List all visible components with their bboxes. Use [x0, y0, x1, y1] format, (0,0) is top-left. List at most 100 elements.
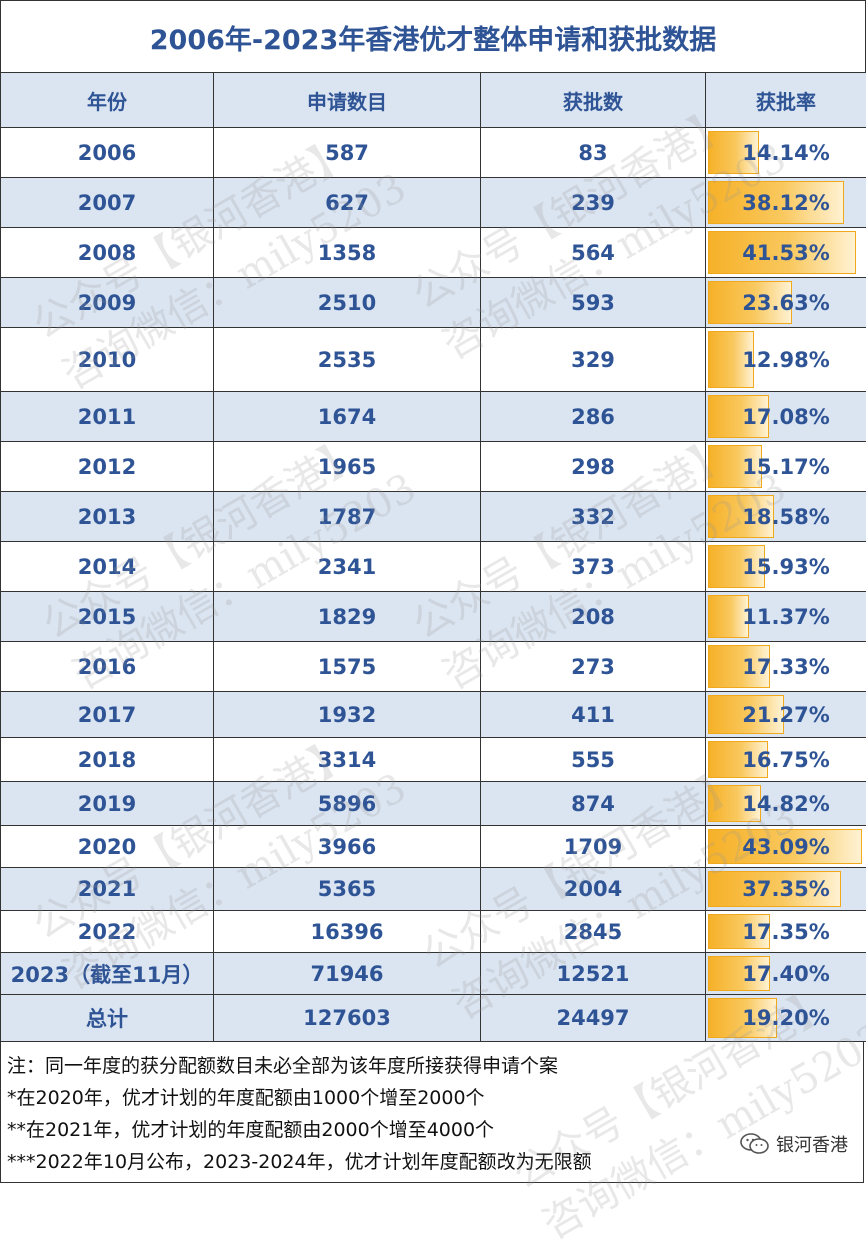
- notes-section: 注：同一年度的获分配额数目未必全部为该年度所接获得申请个案 *在2020年，优才…: [0, 1042, 864, 1183]
- header-row: 年份 申请数目 获批数 获批率: [1, 73, 866, 128]
- applications-cell: 2341: [214, 542, 481, 592]
- rate-value: 18.58%: [742, 505, 829, 529]
- note-line: 注：同一年度的获分配额数目未必全部为该年度所接获得申请个案: [7, 1050, 863, 1082]
- year-cell: 2019: [1, 782, 214, 826]
- rate-value: 15.17%: [742, 455, 829, 479]
- approved-cell: 239: [481, 178, 706, 228]
- rate-cell: 19.20%: [706, 995, 866, 1042]
- note-line: **在2021年，优才计划的年度配额由2000个增至4000个: [7, 1114, 863, 1146]
- rate-value: 21.27%: [742, 703, 829, 727]
- rate-cell: 43.09%: [706, 826, 866, 868]
- applications-cell: 1358: [214, 228, 481, 278]
- rate-cell: 11.37%: [706, 592, 866, 642]
- year-cell: 2017: [1, 692, 214, 738]
- rate-cell: 17.08%: [706, 392, 866, 442]
- year-cell: 2023（截至11月）: [1, 953, 214, 995]
- year-cell: 2016: [1, 642, 214, 692]
- applications-cell: 2535: [214, 328, 481, 392]
- approved-cell: 593: [481, 278, 706, 328]
- year-cell: 2008: [1, 228, 214, 278]
- applications-cell: 3314: [214, 738, 481, 782]
- rate-value: 38.12%: [742, 191, 829, 215]
- note-line: ***2022年10月公布，2023-2024年，优才计划年度配额改为无限额: [7, 1146, 863, 1178]
- rate-value: 12.98%: [742, 348, 829, 372]
- approved-cell: 2845: [481, 911, 706, 953]
- rate-cell: 15.93%: [706, 542, 866, 592]
- year-cell: 2009: [1, 278, 214, 328]
- year-cell: 2011: [1, 392, 214, 442]
- col-header-approved: 获批数: [481, 73, 706, 128]
- applications-cell: 2510: [214, 278, 481, 328]
- year-cell: 2006: [1, 128, 214, 178]
- table-title: 2006年-2023年香港优才整体申请和获批数据: [0, 0, 866, 73]
- year-cell: 2018: [1, 738, 214, 782]
- applications-cell: 1575: [214, 642, 481, 692]
- applications-cell: 1829: [214, 592, 481, 642]
- approved-cell: 373: [481, 542, 706, 592]
- year-cell: 2013: [1, 492, 214, 542]
- year-cell: 2012: [1, 442, 214, 492]
- applications-cell: 16396: [214, 911, 481, 953]
- rate-cell: 21.27%: [706, 692, 866, 738]
- rate-value: 11.37%: [742, 605, 829, 629]
- col-header-year: 年份: [1, 73, 214, 128]
- year-cell: 总计: [1, 995, 214, 1042]
- approved-cell: 298: [481, 442, 706, 492]
- col-header-applications: 申请数目: [214, 73, 481, 128]
- year-cell: 2022: [1, 911, 214, 953]
- rate-value: 19.20%: [742, 1006, 829, 1030]
- year-cell: 2007: [1, 178, 214, 228]
- rate-cell: 14.82%: [706, 782, 866, 826]
- approved-cell: 555: [481, 738, 706, 782]
- applications-cell: 1787: [214, 492, 481, 542]
- approved-cell: 564: [481, 228, 706, 278]
- year-cell: 2010: [1, 328, 214, 392]
- applications-cell: 1965: [214, 442, 481, 492]
- applications-cell: 5365: [214, 868, 481, 911]
- rate-value: 37.35%: [742, 877, 829, 901]
- rate-cell: 14.14%: [706, 128, 866, 178]
- rate-cell: 12.98%: [706, 328, 866, 392]
- applications-cell: 1674: [214, 392, 481, 442]
- data-sheet: 2006年-2023年香港优才整体申请和获批数据 年份 申请数目 获批数 获批率…: [0, 0, 866, 1185]
- approved-cell: 24497: [481, 995, 706, 1042]
- approved-cell: 2004: [481, 868, 706, 911]
- rate-value: 23.63%: [742, 291, 829, 315]
- rate-cell: 23.63%: [706, 278, 866, 328]
- approved-cell: 329: [481, 328, 706, 392]
- applications-cell: 3966: [214, 826, 481, 868]
- rate-value: 43.09%: [742, 835, 829, 859]
- rate-cell: 18.58%: [706, 492, 866, 542]
- rate-value: 14.82%: [742, 792, 829, 816]
- applications-cell: 71946: [214, 953, 481, 995]
- rate-value: 17.35%: [742, 920, 829, 944]
- rate-cell: 15.17%: [706, 442, 866, 492]
- approved-cell: 208: [481, 592, 706, 642]
- note-line: *在2020年，优才计划的年度配额由1000个增至2000个: [7, 1082, 863, 1114]
- approved-cell: 12521: [481, 953, 706, 995]
- rate-cell: 37.35%: [706, 868, 866, 911]
- applications-cell: 127603: [214, 995, 481, 1042]
- rate-cell: 17.40%: [706, 953, 866, 995]
- brand-logo: 银河香港: [740, 1131, 848, 1157]
- rate-cell: 38.12%: [706, 178, 866, 228]
- approved-cell: 411: [481, 692, 706, 738]
- rate-value: 17.40%: [742, 962, 829, 986]
- rate-cell: 16.75%: [706, 738, 866, 782]
- rate-value: 17.08%: [742, 405, 829, 429]
- approved-cell: 83: [481, 128, 706, 178]
- rate-value: 41.53%: [742, 241, 829, 265]
